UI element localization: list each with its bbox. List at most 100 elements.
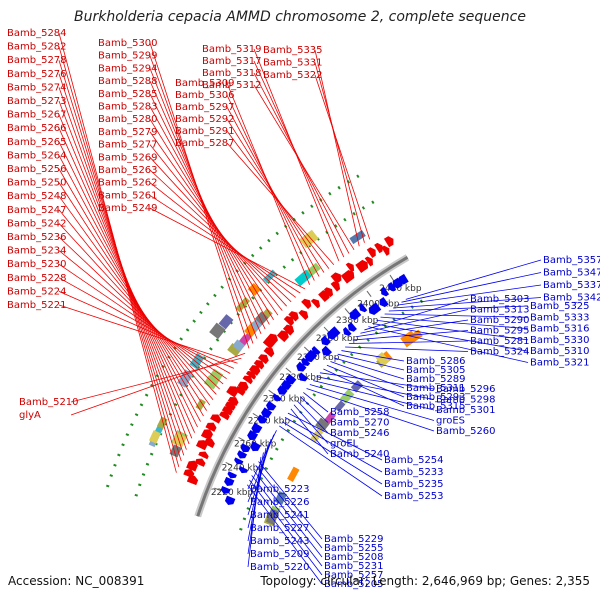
forward-gene-label: Bamb_5248 <box>7 191 67 202</box>
reverse-label-leader <box>348 340 469 344</box>
reverse-gene-label: Bamb_5240 <box>330 449 390 460</box>
forward-gene-label: Bamb_5224 <box>7 286 67 297</box>
forward-gene-arrow <box>186 475 199 486</box>
reverse-label-leader <box>337 353 405 371</box>
scale-tick-label: 2380 kbp <box>336 316 379 326</box>
forward-gene-arrow <box>248 365 261 376</box>
reverse-label-leader <box>392 297 542 309</box>
reverse-gene-arrow <box>352 308 362 318</box>
reverse-gene-arrow <box>307 349 318 360</box>
reverse-gene-label: Bamb_5330 <box>530 335 590 346</box>
forward-gene-arrow <box>226 386 239 398</box>
reverse-label-leader <box>341 350 405 362</box>
reverse-gene-label: Bamb_5286 <box>406 356 466 367</box>
reverse-gene-arrow <box>379 296 389 308</box>
scale-tick <box>252 412 260 418</box>
forward-gene-label: Bamb_5312 <box>202 80 262 91</box>
forward-gene-label: Bamb_5318 <box>202 68 262 79</box>
forward-gene-label: Bamb_5221 <box>7 300 67 311</box>
reverse-gene-label: Bamb_5243 <box>250 536 310 547</box>
forward-label-leader <box>58 304 238 364</box>
forward-gene-arrow <box>301 298 312 310</box>
scale-tick <box>225 461 233 466</box>
forward-gene-label: Bamb_5331 <box>263 58 323 69</box>
reverse-label-leader <box>249 479 323 576</box>
forward-label-leader <box>314 49 360 247</box>
reverse-gene-arrow <box>298 372 308 382</box>
feature-block <box>241 333 252 344</box>
scale-tick <box>389 274 395 282</box>
forward-label-leader <box>58 263 227 380</box>
reverse-label-leader <box>319 372 435 390</box>
reverse-label-leader <box>279 425 383 497</box>
forward-gene-label: Bamb_5273 <box>7 96 67 107</box>
scale-tick-label: 2400 kbp <box>357 299 400 309</box>
reverse-gene-arrow <box>329 326 341 338</box>
forward-gene-label: Bamb_5322 <box>263 70 323 81</box>
reverse-gene-label: Bamb_5246 <box>330 428 390 439</box>
reverse-label-leader <box>281 421 383 485</box>
forward-gene-label: Bamb_5234 <box>7 246 67 257</box>
scale-tick <box>268 389 275 395</box>
reverse-gene-arrow <box>234 457 244 465</box>
scale-tick <box>285 367 292 373</box>
scale-tick <box>344 308 350 315</box>
reverse-gene-label: Bamb_5303 <box>470 294 530 305</box>
accession-label: Accession: NC_008391 <box>8 574 145 588</box>
forward-gene-arrow <box>266 333 278 345</box>
reverse-gene-label: Bamb_5235 <box>384 479 444 490</box>
forward-label-leader <box>149 157 287 307</box>
reverse-gene-label: Bamb_5281 <box>470 336 530 347</box>
forward-gene-label: Bamb_5300 <box>98 38 158 49</box>
feature-block <box>266 508 280 525</box>
reverse-gene-label: Bamb_5253 <box>384 491 444 502</box>
reverse-gene-label: Bamb_5233 <box>384 467 444 478</box>
forward-label-leader <box>149 169 292 303</box>
forward-gene-arrow <box>203 438 215 448</box>
feature-block <box>350 380 364 393</box>
scale-tick <box>238 437 245 442</box>
reverse-gene-label: Bamb_5357 <box>543 255 600 266</box>
reverse-label-leader <box>255 465 323 549</box>
forward-gene-arrow <box>282 324 295 336</box>
reverse-label-leader <box>247 484 323 585</box>
forward-gene-arrow <box>310 298 321 309</box>
forward-gene-label: glyA <box>19 410 41 421</box>
forward-label-leader <box>58 236 220 390</box>
reverse-label-leader <box>364 298 469 331</box>
forward-gene-arrow <box>276 330 289 343</box>
feature-block <box>177 369 194 388</box>
reverse-gene-arrow <box>257 414 268 424</box>
reverse-gene-label: Bamb_5293 <box>406 392 466 403</box>
reverse-gene-label: Bamb_5310 <box>530 346 590 357</box>
reverse-gene-arrow <box>321 345 333 356</box>
reverse-gene-arrow <box>301 357 311 367</box>
reverse-gene-label: Bamb_5208 <box>324 552 384 563</box>
reverse-gene-label: Bamb_5220 <box>250 562 310 573</box>
forward-label-leader <box>314 74 371 240</box>
reverse-gene-arrow <box>388 281 397 292</box>
forward-gene-arrow <box>219 411 230 421</box>
forward-gene-arrow <box>323 287 334 298</box>
forward-gene-label: Bamb_5210 <box>19 397 79 408</box>
forward-label-leader <box>149 144 283 311</box>
forward-gene-arrow <box>345 262 355 273</box>
reverse-gene-label: Bamb_5301 <box>436 405 496 416</box>
reverse-label-leader <box>401 272 542 303</box>
reverse-gene-label: Bamb_5324 <box>470 347 530 358</box>
forward-label-leader <box>149 207 306 290</box>
feature-block <box>310 427 325 443</box>
reverse-label-leader <box>352 330 469 341</box>
reverse-label-leader <box>253 470 323 558</box>
reverse-label-leader <box>384 313 529 318</box>
forward-gene-label: Bamb_5335 <box>263 45 323 56</box>
reverse-gene-label: Bamb_5241 <box>250 510 310 521</box>
forward-gene-arrow <box>298 310 309 321</box>
reverse-gene-arrow <box>237 450 248 459</box>
forward-gene-arrow <box>257 354 269 365</box>
reverse-gene-label: Bamb_5257 <box>324 570 384 581</box>
forward-gene-arrow <box>200 429 214 441</box>
forward-gene-label: Bamb_5287 <box>175 138 235 149</box>
